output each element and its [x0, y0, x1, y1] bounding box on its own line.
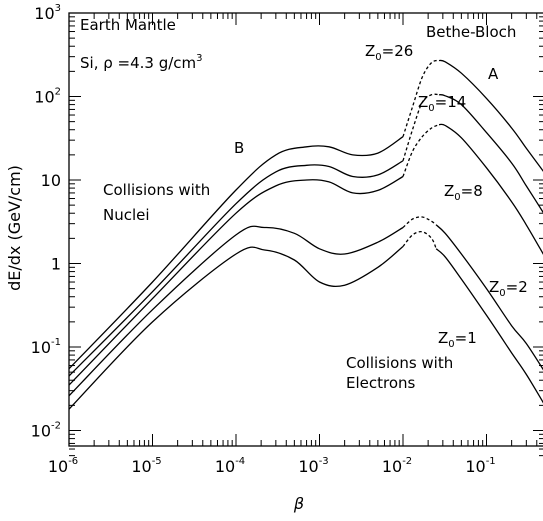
- curve-z26-transition: [402, 59, 440, 137]
- curve-z26-low-beta: [68, 136, 404, 370]
- plot-frame: [68, 12, 543, 447]
- series-label-z2: Z0=2: [489, 278, 528, 299]
- y-tick-label: 10: [41, 171, 61, 190]
- curve-z2-bethe-bloch: [435, 224, 543, 371]
- density-label: Si, ρ =4.3 g/cm3: [80, 53, 203, 72]
- y-tick-label: 103: [34, 3, 61, 23]
- curve-z26-bethe-bloch: [438, 59, 543, 172]
- density-label-main: Si, ρ =4.3 g/cm: [80, 54, 196, 72]
- x-axis-label: β: [293, 494, 304, 513]
- y-axis-label: dE/dx (GeV/cm): [5, 165, 24, 291]
- x-tick-label: 10-4: [215, 456, 245, 476]
- electron-collisions-label-line2: Electrons: [346, 374, 416, 392]
- density-label-exp: 3: [196, 53, 202, 64]
- x-tick-label: 10-3: [298, 456, 328, 476]
- series-label-z1: Z0=1: [438, 329, 477, 350]
- curve-z1-bethe-bloch: [435, 248, 543, 404]
- y-tick-label: 10-2: [31, 421, 61, 441]
- curve-z8-bethe-bloch: [438, 123, 543, 255]
- tick-labels: 10-6 10-5 10-4 10-3 10-2 10-1 10-2 10-1 1 10 102 10…: [31, 3, 496, 476]
- curves: [68, 59, 543, 410]
- x-tick-label: 10-2: [382, 456, 412, 476]
- y-tick-label: 10-1: [31, 337, 61, 357]
- series-label-z26: Z0=26: [365, 42, 413, 63]
- curve-z1-transition: [402, 231, 437, 250]
- curve-z1-low-beta: [68, 245, 404, 410]
- y-tick-label: 102: [34, 87, 61, 107]
- series-label-z14: Z0=14: [418, 93, 466, 114]
- nuclei-collisions-label-line1: Collisions with: [103, 181, 210, 199]
- curve-z8-low-beta: [68, 175, 404, 386]
- earth-mantle-label: Earth Mantle: [80, 16, 176, 34]
- bethe-bloch-label: Bethe-Bloch: [426, 23, 516, 41]
- nuclei-collisions-label-line2: Nuclei: [103, 206, 150, 224]
- axis-ticks: [68, 13, 543, 457]
- curve-z14-bethe-bloch: [438, 94, 543, 214]
- curve-z14-low-beta: [68, 160, 404, 377]
- curve-z2-transition: [402, 216, 437, 228]
- curve-z2-low-beta: [68, 225, 404, 397]
- region-b-label: B: [234, 139, 244, 157]
- electron-collisions-label-line1: Collisions with: [346, 354, 453, 372]
- x-tick-label: 10-1: [465, 456, 495, 476]
- y-tick-label: 1: [51, 255, 61, 274]
- x-tick-label: 10-6: [48, 456, 78, 476]
- curve-z14-transition: [402, 93, 440, 161]
- series-label-z8: Z0=8: [444, 182, 483, 203]
- x-tick-label: 10-5: [131, 456, 161, 476]
- region-a-label: A: [488, 65, 499, 83]
- curve-z8-transition: [402, 124, 440, 177]
